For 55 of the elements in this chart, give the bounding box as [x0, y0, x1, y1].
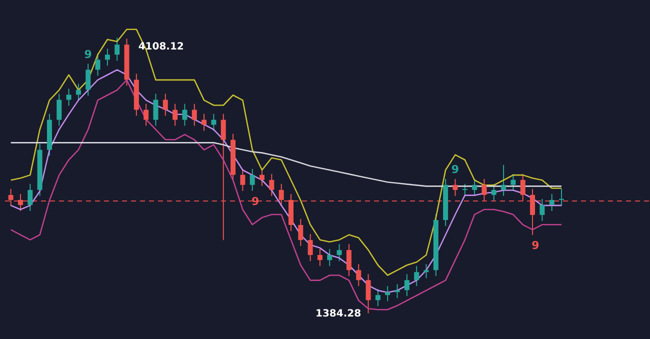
candlestick	[424, 264, 429, 279]
candlestick	[404, 274, 410, 297]
candlestick	[269, 173, 274, 196]
candlestick	[346, 244, 352, 277]
candlestick	[250, 168, 255, 192]
candlestick	[308, 234, 313, 262]
candlestick	[28, 183, 33, 212]
candlestick	[172, 103, 178, 126]
candlestick	[153, 93, 158, 126]
candlestick	[540, 198, 545, 222]
candlestick	[56, 93, 62, 126]
candlestick	[104, 48, 110, 66]
candlestick	[375, 288, 380, 307]
candlestick	[452, 178, 458, 196]
candlestick	[144, 103, 149, 126]
candlestick	[76, 83, 81, 102]
candlestick	[182, 103, 188, 126]
candlestick	[327, 248, 332, 267]
candlestick	[240, 168, 246, 192]
candlestick	[162, 93, 168, 116]
candlestick	[394, 284, 400, 299]
candlestick	[211, 113, 216, 132]
candlestick	[520, 173, 526, 202]
candlestick	[491, 183, 496, 202]
candlestick	[336, 244, 342, 262]
candlestick	[366, 274, 371, 314]
candlestick	[260, 168, 265, 186]
candlestick	[356, 264, 362, 287]
candlestick	[86, 63, 91, 96]
annotation: 9	[252, 194, 260, 208]
annotation: 9	[84, 48, 92, 61]
candlestick	[317, 248, 322, 267]
candlestick	[472, 178, 478, 196]
candlestick	[510, 173, 516, 192]
candlestick	[482, 178, 487, 202]
candlestick	[66, 88, 72, 106]
candlestick	[549, 193, 554, 212]
candlestick	[192, 103, 197, 126]
candlestick	[385, 286, 390, 302]
annotation: 9	[451, 163, 460, 176]
candlestick	[18, 193, 23, 212]
candlestick	[298, 218, 304, 247]
annotation: 1384.28	[316, 308, 362, 320]
annotation: 9	[532, 238, 540, 252]
candlestick	[114, 37, 120, 62]
candlestick	[95, 53, 100, 76]
candlestick	[558, 188, 564, 206]
candlestick	[462, 183, 468, 196]
candlestick	[501, 164, 506, 196]
candlestick	[530, 188, 536, 236]
candlestick	[414, 266, 420, 287]
candlestick	[202, 113, 207, 132]
candlestick	[8, 188, 14, 206]
candlestick	[278, 183, 284, 206]
candlestick	[220, 113, 226, 241]
